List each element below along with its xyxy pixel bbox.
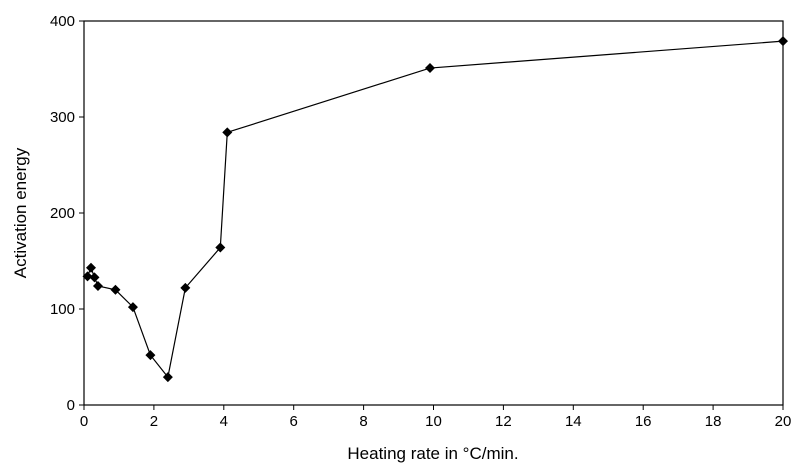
y-tick-label: 0 bbox=[67, 397, 75, 414]
marker bbox=[425, 63, 436, 74]
y-tick-label: 100 bbox=[50, 301, 75, 318]
x-tick-label: 4 bbox=[220, 413, 228, 430]
x-tick-label: 0 bbox=[80, 413, 88, 430]
marker bbox=[85, 262, 96, 273]
marker bbox=[162, 372, 173, 383]
marker bbox=[180, 282, 191, 293]
x-tick-label: 8 bbox=[359, 413, 367, 430]
marker bbox=[110, 284, 121, 295]
y-tick-label: 300 bbox=[50, 109, 75, 126]
x-tick-label: 16 bbox=[635, 413, 652, 430]
x-tick-label: 10 bbox=[425, 413, 442, 430]
x-axis-label: Heating rate in °C/min. bbox=[347, 444, 518, 463]
marker bbox=[145, 350, 156, 361]
marker bbox=[127, 302, 138, 313]
x-tick-label: 18 bbox=[705, 413, 722, 430]
x-tick-label: 6 bbox=[290, 413, 298, 430]
y-axis-label: Activation energy bbox=[11, 147, 30, 278]
plot-frame bbox=[83, 20, 784, 406]
marker bbox=[778, 36, 788, 47]
marker bbox=[222, 127, 233, 138]
y-tick-label: 400 bbox=[50, 13, 75, 30]
series-line bbox=[86, 40, 784, 379]
marker bbox=[92, 280, 103, 291]
y-tick-label: 200 bbox=[50, 205, 75, 222]
marker bbox=[89, 272, 100, 283]
marker bbox=[82, 271, 93, 282]
x-tick-label: 2 bbox=[150, 413, 158, 430]
x-tick-label: 20 bbox=[775, 413, 792, 430]
x-tick-label: 14 bbox=[565, 413, 582, 430]
marker bbox=[215, 242, 226, 253]
x-tick-label: 12 bbox=[495, 413, 512, 430]
